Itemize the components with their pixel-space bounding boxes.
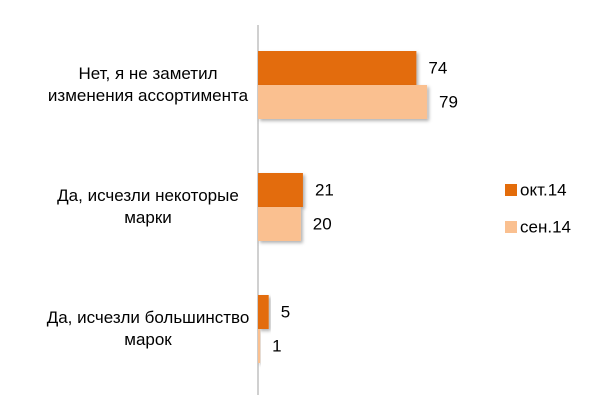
- value-label: 20: [313, 214, 332, 233]
- legend-label: окт.14: [520, 180, 567, 199]
- value-label: 5: [281, 302, 290, 321]
- legend-swatch: [505, 184, 517, 196]
- value-label: 79: [439, 92, 458, 111]
- legend-swatch: [505, 221, 517, 233]
- value-label: 1: [272, 336, 281, 355]
- value-label: 21: [315, 180, 334, 199]
- category-label: Нет, я не заметил изменения ассортимента: [47, 64, 249, 105]
- bar: [258, 85, 428, 119]
- value-label: 74: [428, 58, 447, 77]
- bar: [258, 207, 301, 241]
- bar: [258, 329, 261, 363]
- bar: [258, 295, 269, 329]
- bar: [258, 51, 417, 85]
- category-label: Да, исчезли большинство марок: [46, 308, 250, 349]
- bar: [258, 173, 303, 207]
- legend-label: сен.14: [520, 217, 571, 236]
- category-label: Да, исчезли некоторые марки: [57, 186, 239, 227]
